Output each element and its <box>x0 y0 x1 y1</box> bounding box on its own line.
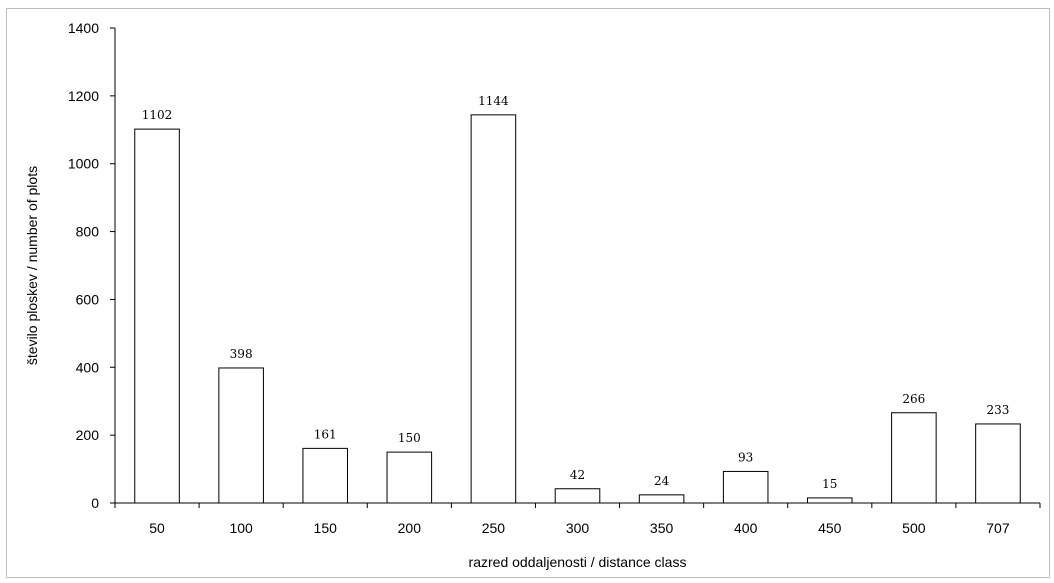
data-label: 233 <box>987 403 1010 417</box>
x-tick-label: 707 <box>986 520 1010 536</box>
bar-300 <box>554 488 601 504</box>
data-label: 398 <box>230 347 253 361</box>
data-label: 42 <box>570 468 585 482</box>
data-label: 93 <box>738 450 753 464</box>
x-tick-label: 150 <box>314 520 338 536</box>
data-labels-group: 1102 398 161 150 1144 42 24 93 15 266 233 <box>142 94 1010 491</box>
data-label: 150 <box>398 431 421 445</box>
y-tick-label: 1400 <box>68 20 99 36</box>
x-tick-label: 500 <box>902 520 926 536</box>
bar-200 <box>386 451 433 504</box>
bar-350 <box>638 494 685 504</box>
x-tick-label: 100 <box>229 520 253 536</box>
data-label: 266 <box>902 392 925 406</box>
x-tick-label: 250 <box>482 520 506 536</box>
y-axis-title: število ploskev / number of plots <box>24 166 40 365</box>
bar-250 <box>470 114 517 504</box>
y-tick-label: 1000 <box>68 156 99 172</box>
x-tick-label: 300 <box>566 520 590 536</box>
bar-450 <box>806 497 853 504</box>
y-tick-label: 200 <box>76 427 100 443</box>
chart-frame <box>6 8 1050 578</box>
x-axis: 50 100 150 200 250 300 350 400 450 500 707 <box>114 502 1041 536</box>
x-axis-title: razred oddaljenosti / distance class <box>469 554 687 570</box>
x-tick-label: 200 <box>398 520 422 536</box>
y-tick-label: 800 <box>76 224 100 240</box>
bar-707 <box>975 423 1021 504</box>
bar-50 <box>134 128 180 504</box>
bar-500 <box>891 412 937 504</box>
x-tick-label: 50 <box>149 520 165 536</box>
bars-group <box>134 114 1021 504</box>
x-tick-label: 350 <box>650 520 674 536</box>
data-label: 15 <box>822 477 837 491</box>
bar-150 <box>302 447 349 504</box>
x-tick-label: 450 <box>818 520 842 536</box>
data-label: 1144 <box>478 94 509 108</box>
y-tick-label: 600 <box>76 291 100 307</box>
y-axis: 0 200 400 600 800 1000 1200 1400 <box>68 20 116 511</box>
y-tick-label: 1200 <box>68 88 99 104</box>
data-label: 1102 <box>142 108 173 122</box>
y-tick-label: 0 <box>91 495 99 511</box>
y-tick-label: 400 <box>76 359 100 375</box>
data-label: 24 <box>654 474 670 488</box>
data-label: 161 <box>314 427 337 441</box>
bar-400 <box>722 470 769 504</box>
bar-100 <box>218 367 264 504</box>
x-tick-label: 400 <box>734 520 758 536</box>
